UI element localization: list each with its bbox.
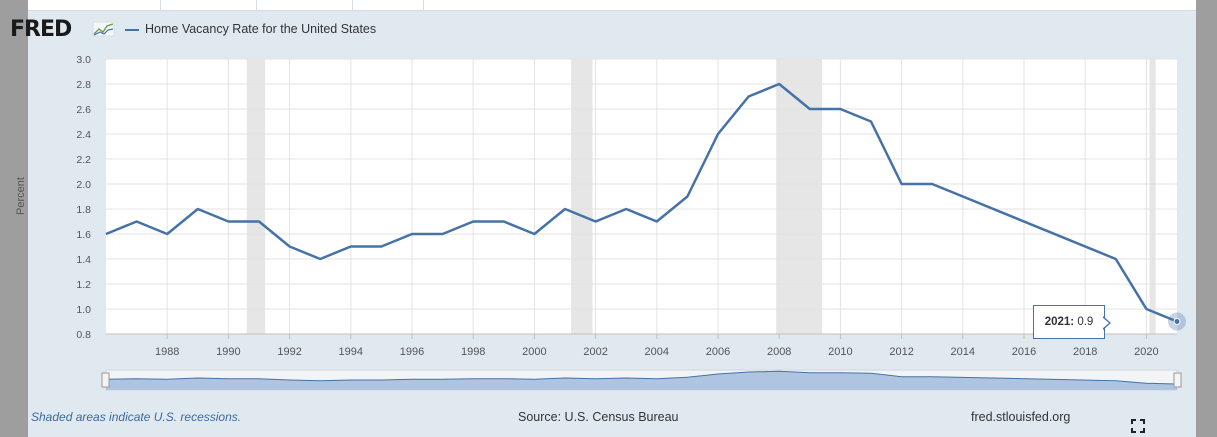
data-point[interactable] (592, 218, 600, 226)
data-point[interactable] (806, 105, 814, 113)
site-link[interactable]: fred.stlouisfed.org (971, 410, 1071, 424)
y-tick-label: 1.2 (76, 279, 91, 291)
tooltip-pointer-inner (1102, 317, 1109, 329)
tab-strip (28, 0, 1196, 11)
navigator-line (105, 370, 1178, 385)
tab-divider (160, 0, 161, 10)
data-point[interactable] (163, 230, 171, 238)
data-point[interactable] (898, 180, 906, 188)
data-point[interactable] (408, 230, 416, 238)
x-tick-label: 2012 (889, 346, 913, 358)
x-tick-label: 1988 (155, 346, 179, 358)
y-tick-label: 1.8 (76, 204, 91, 216)
x-tick-label: 2002 (583, 346, 607, 358)
x-tick-label: 2016 (1012, 346, 1036, 358)
data-point[interactable] (836, 105, 844, 113)
y-tick-label: 1.0 (76, 304, 91, 316)
data-point[interactable] (469, 218, 477, 226)
recession-band (246, 59, 266, 334)
data-point[interactable] (102, 230, 110, 238)
y-tick-label: 1.4 (76, 254, 91, 266)
data-point[interactable] (194, 205, 202, 213)
highlight-point[interactable] (1173, 318, 1181, 325)
x-tick-label: 1990 (216, 346, 240, 358)
data-point[interactable] (286, 243, 294, 251)
data-point[interactable] (255, 218, 263, 226)
legend-swatch (125, 29, 139, 31)
source-credit: Source: U.S. Census Bureau (518, 410, 679, 424)
y-tick-label: 2.6 (76, 104, 91, 116)
data-point[interactable] (500, 218, 508, 226)
recession-band (1149, 59, 1156, 334)
data-point[interactable] (745, 93, 753, 101)
x-tick-label: 2018 (1073, 346, 1097, 358)
x-tick-label: 1994 (339, 346, 363, 358)
navigator-handle-left[interactable] (101, 372, 110, 388)
y-axis-title: Percent (15, 177, 27, 215)
series-line[interactable] (105, 82, 1178, 323)
recession-band (776, 59, 823, 334)
x-tick-label: 2000 (522, 346, 546, 358)
navigator-handle-right[interactable] (1173, 372, 1182, 388)
data-point[interactable] (1112, 255, 1120, 263)
x-tick-label: 2020 (1134, 346, 1158, 358)
x-tick-label: 1998 (461, 346, 485, 358)
tooltip-year: 2021: (1044, 316, 1075, 328)
tooltip-value: 0.9 (1077, 316, 1094, 328)
data-point[interactable] (224, 218, 232, 226)
y-tick-label: 3.0 (76, 54, 91, 66)
x-tick-label: 1992 (277, 346, 301, 358)
tab-divider (423, 0, 424, 10)
fullscreen-icon[interactable] (1131, 419, 1145, 433)
y-tick-label: 2.2 (76, 154, 91, 166)
tab-divider (256, 0, 257, 10)
y-tick-label: 0.8 (76, 329, 91, 341)
data-point[interactable] (530, 230, 538, 238)
x-tick-label: 2008 (767, 346, 791, 358)
fred-logo[interactable]: FRED (10, 17, 72, 42)
recession-band (571, 59, 593, 334)
data-point[interactable] (622, 205, 630, 213)
x-tick-label: 2004 (645, 346, 669, 358)
data-tooltip: 2021: 0.9 (1033, 305, 1105, 339)
navigator-area (106, 371, 1177, 390)
x-tick-label: 2014 (951, 346, 975, 358)
data-point[interactable] (377, 243, 385, 251)
fred-sparkline-icon (92, 21, 115, 37)
data-point[interactable] (1142, 305, 1150, 313)
data-point[interactable] (439, 230, 447, 238)
data-point[interactable] (683, 193, 691, 201)
data-point[interactable] (775, 80, 783, 88)
y-tick-label: 2.4 (76, 129, 91, 141)
legend-label[interactable]: Home Vacancy Rate for the United States (145, 22, 377, 36)
tab-divider (352, 0, 353, 10)
data-point[interactable] (714, 130, 722, 138)
data-point[interactable] (561, 205, 569, 213)
data-point[interactable] (928, 180, 936, 188)
x-tick-label: 1996 (400, 346, 424, 358)
data-point[interactable] (316, 255, 324, 263)
data-point[interactable] (867, 118, 875, 126)
y-tick-label: 1.6 (76, 229, 91, 241)
data-point[interactable] (133, 218, 141, 226)
x-tick-label: 2010 (828, 346, 852, 358)
plot-area (106, 59, 1177, 334)
y-tick-label: 2.0 (76, 179, 91, 191)
x-tick-label: 2006 (706, 346, 730, 358)
data-point[interactable] (653, 218, 661, 226)
data-point[interactable] (347, 243, 355, 251)
recession-note: Shaded areas indicate U.S. recessions. (31, 410, 242, 424)
y-tick-label: 2.8 (76, 79, 91, 91)
